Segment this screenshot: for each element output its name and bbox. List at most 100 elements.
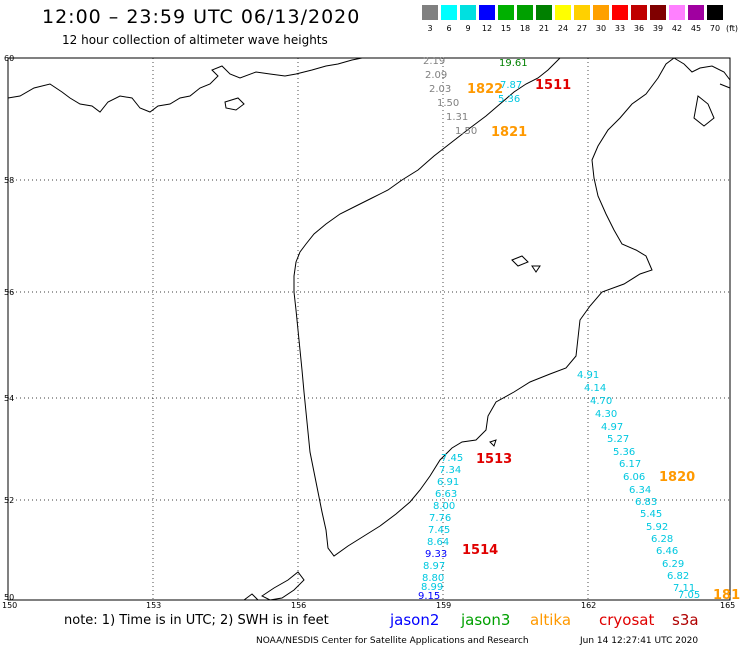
scale-swatch bbox=[612, 5, 628, 20]
wave-height-reading: 5.27 bbox=[607, 434, 630, 445]
map-frame bbox=[7, 57, 731, 601]
scale-swatch bbox=[650, 5, 666, 20]
wave-height-reading: 1.31 bbox=[446, 112, 469, 123]
map-grid bbox=[8, 58, 730, 600]
wave-height-reading: 5.92 bbox=[646, 522, 669, 533]
wave-height-reading: 7.76 bbox=[429, 513, 452, 524]
wave-height-reading: 6.63 bbox=[435, 489, 458, 500]
scale-label: 15 bbox=[500, 24, 512, 33]
wave-height-reading: 7.34 bbox=[439, 465, 462, 476]
scale-swatch bbox=[536, 5, 552, 20]
scale-swatch bbox=[517, 5, 533, 20]
pass-label: 1821 bbox=[491, 125, 528, 140]
lon-label-162: 162 bbox=[581, 601, 597, 610]
wave-height-reading: 19.61 bbox=[499, 58, 528, 69]
wave-height-reading: 4.14 bbox=[584, 383, 607, 394]
wave-height-reading: 2.03 bbox=[429, 84, 452, 95]
wave-height-reading: 6.83 bbox=[635, 497, 658, 508]
wave-height-reading: 7.87 bbox=[500, 80, 523, 91]
scale-swatch bbox=[460, 5, 476, 20]
scale-swatch bbox=[422, 5, 438, 20]
pass-label: 1819 bbox=[713, 588, 740, 603]
scale-label: 3 bbox=[427, 24, 433, 33]
wave-height-reading: 4.30 bbox=[595, 409, 618, 420]
scale-swatch bbox=[555, 5, 571, 20]
wave-height-reading: 4.91 bbox=[577, 370, 600, 381]
credit-line: NOAA/NESDIS Center for Satellite Applica… bbox=[256, 636, 529, 646]
lon-label-156: 156 bbox=[291, 601, 307, 610]
scale-label: 39 bbox=[652, 24, 664, 33]
lat-label-58: 58 bbox=[4, 176, 15, 185]
legend-jason2: jason2 bbox=[390, 611, 440, 629]
scale-label: 18 bbox=[519, 24, 531, 33]
lat-label-54: 54 bbox=[4, 394, 15, 403]
legend-s3a: s3a bbox=[672, 611, 699, 629]
scale-label: 21 bbox=[538, 24, 550, 33]
page-title: 12:00 – 23:59 UTC 06/13/2020 bbox=[42, 6, 361, 28]
lon-label-153: 153 bbox=[146, 601, 162, 610]
scale-label: 6 bbox=[446, 24, 452, 33]
scale-swatch bbox=[631, 5, 647, 20]
lat-label-56: 56 bbox=[4, 288, 15, 297]
wave-height-reading: 4.70 bbox=[590, 396, 613, 407]
scale-swatch bbox=[593, 5, 609, 20]
scale-unit: (ft) bbox=[725, 24, 739, 33]
scale-label: 12 bbox=[481, 24, 493, 33]
scale-swatch bbox=[574, 5, 590, 20]
pass-label: 1513 bbox=[476, 452, 513, 467]
pass-label: 1820 bbox=[659, 470, 696, 485]
lat-label-50: 50 bbox=[4, 593, 15, 602]
wave-height-reading: 5.36 bbox=[498, 94, 521, 105]
wave-height-reading: 6.82 bbox=[667, 571, 690, 582]
wave-height-reading: 7.05 bbox=[678, 590, 701, 601]
pass-label: 1822 bbox=[467, 82, 504, 97]
scale-label: 30 bbox=[595, 24, 607, 33]
wave-height-reading: 9.33 bbox=[425, 549, 448, 560]
wave-height-reading: 2.19 bbox=[423, 56, 446, 67]
pass-label: 1511 bbox=[535, 78, 572, 93]
legend-jason3: jason3 bbox=[461, 611, 511, 629]
wave-height-reading: 7.45 bbox=[428, 525, 451, 536]
wave-height-reading: 1.50 bbox=[437, 98, 460, 109]
scale-swatch bbox=[441, 5, 457, 20]
scale-label: 70 bbox=[709, 24, 721, 33]
wave-height-reading: 6.17 bbox=[619, 459, 642, 470]
scale-swatch bbox=[669, 5, 685, 20]
wave-height-reading: 9.15 bbox=[418, 591, 441, 602]
scale-label: 9 bbox=[465, 24, 471, 33]
wave-height-reading: 8.97 bbox=[423, 561, 446, 572]
legend-cryosat: cryosat bbox=[599, 611, 655, 629]
lon-label-150: 150 bbox=[2, 601, 18, 610]
scale-swatch bbox=[498, 5, 514, 20]
wave-height-reading: 8.80 bbox=[422, 573, 445, 584]
generated-timestamp: Jun 14 12:27:41 UTC 2020 bbox=[580, 636, 699, 646]
units-note: note: 1) Time is in UTC; 2) SWH is in fe… bbox=[64, 613, 329, 628]
pass-label: 1514 bbox=[462, 543, 499, 558]
scale-label: 42 bbox=[671, 24, 683, 33]
scale-label: 27 bbox=[576, 24, 588, 33]
wave-height-reading: 6.46 bbox=[656, 546, 679, 557]
scale-swatch bbox=[707, 5, 723, 20]
lon-label-165: 165 bbox=[720, 601, 736, 610]
wave-height-reading: 5.36 bbox=[613, 447, 636, 458]
wave-height-reading: 6.06 bbox=[623, 472, 646, 483]
scale-label: 45 bbox=[690, 24, 702, 33]
wave-height-reading: 4.97 bbox=[601, 422, 624, 433]
scale-label: 33 bbox=[614, 24, 626, 33]
wave-height-reading: 7.11 bbox=[673, 583, 696, 594]
lat-label-52: 52 bbox=[4, 496, 15, 505]
wave-height-reading: 6.28 bbox=[651, 534, 674, 545]
scale-swatch bbox=[688, 5, 704, 20]
lat-label-60: 60 bbox=[4, 54, 15, 63]
wave-height-reading: 8.00 bbox=[433, 501, 456, 512]
coastline bbox=[7, 57, 731, 601]
wave-height-reading: 6.91 bbox=[437, 477, 460, 488]
lon-label-159: 159 bbox=[436, 601, 452, 610]
wave-height-reading: 6.29 bbox=[662, 559, 685, 570]
wave-height-reading: 1.50 bbox=[455, 126, 478, 137]
scale-label: 36 bbox=[633, 24, 645, 33]
scale-swatch bbox=[479, 5, 495, 20]
wave-height-reading: 8.99 bbox=[421, 582, 444, 593]
scale-label: 24 bbox=[557, 24, 569, 33]
